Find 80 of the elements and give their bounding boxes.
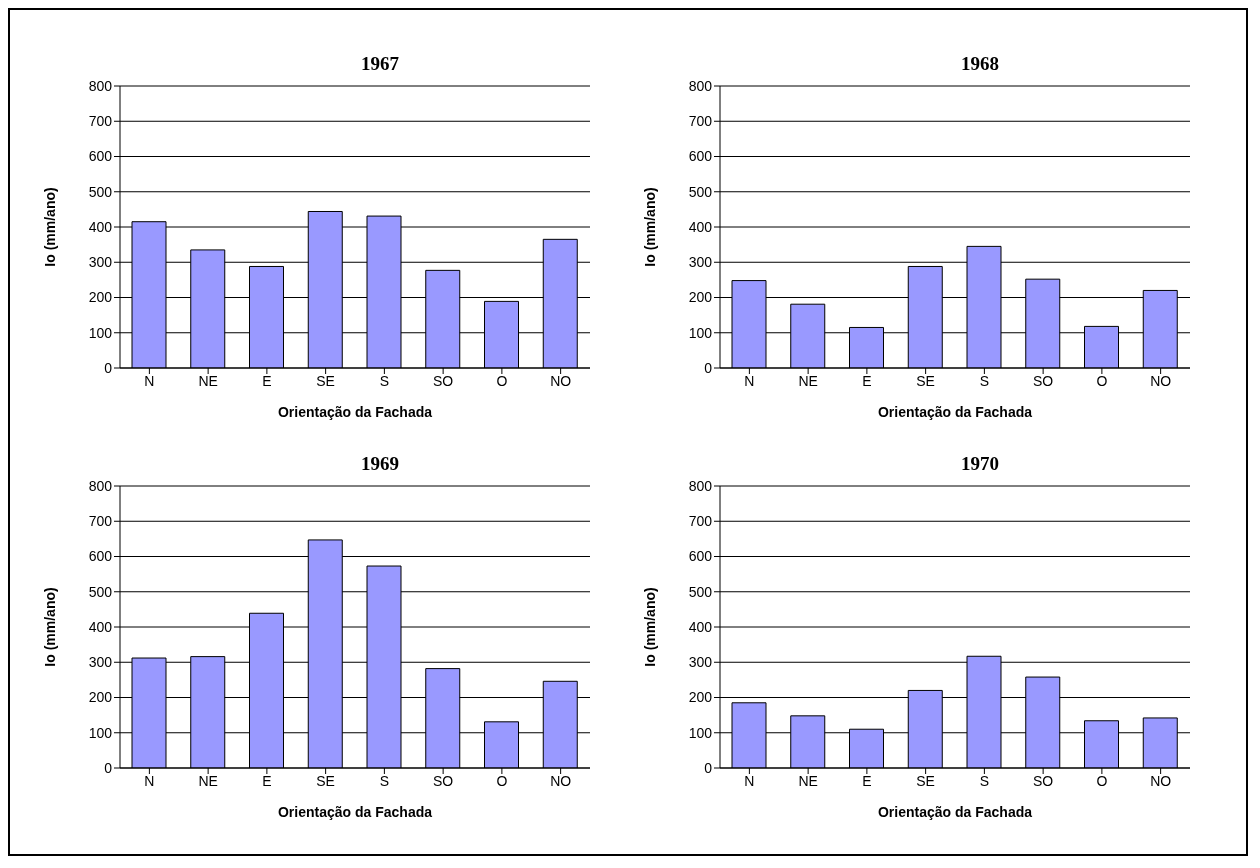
chart-title: 1968 [960,52,1000,76]
y-tick-label: 700 [688,513,713,530]
y-tick-label: 0 [704,759,713,776]
x-tick-label: SO [433,372,454,389]
chart-title: 1969 [360,452,400,476]
y-tick-label: 600 [88,548,113,565]
y-tick-label: 300 [688,254,713,271]
y-tick-label: 100 [88,724,113,741]
x-tick-label: S [979,772,990,789]
x-tick-label: NO [550,772,572,789]
y-tick-label: 300 [88,254,113,271]
x-tick-label: O [496,372,508,389]
x-tick-label: N [144,772,155,789]
y-tick-label: 0 [704,359,713,376]
y-tick-label: 500 [688,583,713,600]
y-tick-label: 400 [88,218,113,235]
y-axis-title: Io (mm/ano) [641,587,658,667]
y-tick-label: 400 [88,618,113,635]
y-tick-label: 300 [88,654,113,671]
chart-title: 1967 [360,52,400,76]
y-tick-label: 700 [88,513,113,530]
x-tick-label: NE [798,772,818,789]
y-tick-label: 700 [88,113,113,130]
x-tick-label: E [862,772,872,789]
y-tick-label: 700 [688,113,713,130]
x-tick-label: SO [433,772,454,789]
x-tick-label: S [979,372,990,389]
y-tick-label: 300 [688,654,713,671]
y-tick-label: 200 [688,289,713,306]
x-tick-label: E [262,772,272,789]
y-tick-label: 200 [88,289,113,306]
x-tick-label: SO [1033,772,1054,789]
y-axis-title: Io (mm/ano) [41,587,58,667]
x-tick-label: SE [916,772,935,789]
x-axis-title: Orientação da Fachada [277,804,433,820]
x-tick-label: O [1096,772,1108,789]
y-tick-label: 100 [688,324,713,341]
y-tick-label: 600 [688,148,713,165]
x-tick-label: E [262,372,272,389]
y-tick-label: 0 [104,359,113,376]
y-tick-label: 800 [88,77,113,94]
y-tick-label: 800 [688,77,713,94]
x-tick-label: O [496,772,508,789]
x-tick-label: NO [1150,772,1172,789]
x-tick-label: S [379,772,390,789]
y-tick-label: 500 [688,183,713,200]
y-tick-label: 0 [104,759,113,776]
x-axis-title: Orientação da Fachada [877,404,1033,420]
x-tick-label: NE [198,372,218,389]
y-tick-label: 800 [88,477,113,494]
y-axis-title: Io (mm/ano) [641,187,658,267]
x-tick-label: NO [1150,372,1172,389]
y-tick-label: 500 [88,183,113,200]
x-tick-label: NO [550,372,572,389]
y-tick-label: 800 [688,477,713,494]
x-tick-label: S [379,372,390,389]
x-tick-label: E [862,372,872,389]
y-tick-label: 200 [688,689,713,706]
x-tick-label: N [144,372,155,389]
y-tick-label: 600 [88,148,113,165]
x-tick-label: O [1096,372,1108,389]
y-tick-label: 400 [688,618,713,635]
x-tick-label: N [744,772,755,789]
x-tick-label: N [744,372,755,389]
y-tick-label: 600 [688,548,713,565]
chart-title: 1970 [960,452,1000,476]
y-tick-label: 500 [88,583,113,600]
y-axis-title: Io (mm/ano) [41,187,58,267]
x-tick-label: SE [916,372,935,389]
x-tick-label: NE [798,372,818,389]
y-tick-label: 100 [688,724,713,741]
x-tick-label: SE [316,372,335,389]
x-axis-title: Orientação da Fachada [877,804,1033,820]
y-tick-label: 400 [688,218,713,235]
x-tick-label: SE [316,772,335,789]
x-tick-label: SO [1033,372,1054,389]
y-tick-label: 100 [88,324,113,341]
x-axis-title: Orientação da Fachada [277,404,433,420]
x-tick-label: NE [198,772,218,789]
y-tick-label: 200 [88,689,113,706]
